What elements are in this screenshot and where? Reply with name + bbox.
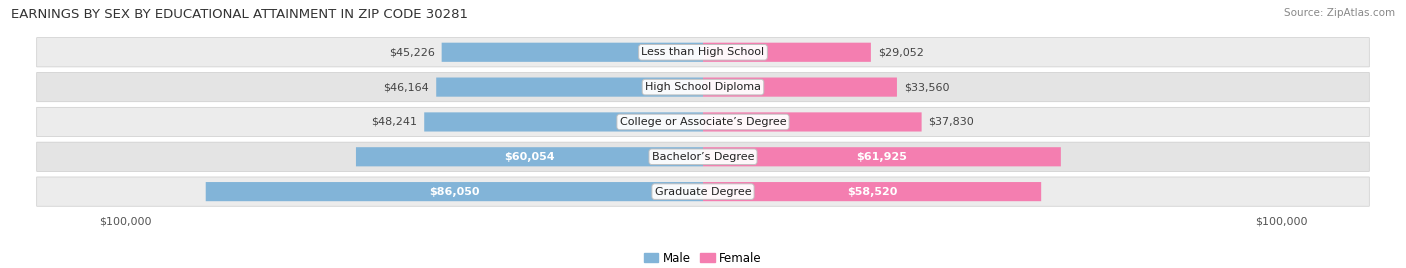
Text: $48,241: $48,241 — [371, 117, 418, 127]
Text: $33,560: $33,560 — [904, 82, 949, 92]
FancyBboxPatch shape — [356, 147, 703, 166]
Text: College or Associate’s Degree: College or Associate’s Degree — [620, 117, 786, 127]
Text: $37,830: $37,830 — [928, 117, 974, 127]
Text: $46,164: $46,164 — [384, 82, 429, 92]
FancyBboxPatch shape — [703, 182, 1042, 201]
FancyBboxPatch shape — [37, 107, 1369, 137]
FancyBboxPatch shape — [37, 72, 1369, 102]
Text: EARNINGS BY SEX BY EDUCATIONAL ATTAINMENT IN ZIP CODE 30281: EARNINGS BY SEX BY EDUCATIONAL ATTAINMEN… — [11, 8, 468, 21]
FancyBboxPatch shape — [37, 177, 1369, 206]
FancyBboxPatch shape — [436, 77, 703, 97]
Text: $60,054: $60,054 — [505, 152, 555, 162]
Text: $86,050: $86,050 — [429, 187, 479, 197]
Text: $45,226: $45,226 — [389, 47, 434, 57]
FancyBboxPatch shape — [37, 38, 1369, 67]
FancyBboxPatch shape — [703, 112, 921, 132]
Text: Graduate Degree: Graduate Degree — [655, 187, 751, 197]
Text: $29,052: $29,052 — [877, 47, 924, 57]
FancyBboxPatch shape — [703, 43, 870, 62]
Text: $61,925: $61,925 — [856, 152, 907, 162]
Text: Bachelor’s Degree: Bachelor’s Degree — [652, 152, 754, 162]
FancyBboxPatch shape — [205, 182, 703, 201]
Text: High School Diploma: High School Diploma — [645, 82, 761, 92]
Text: $58,520: $58,520 — [846, 187, 897, 197]
FancyBboxPatch shape — [37, 142, 1369, 172]
Legend: Male, Female: Male, Female — [640, 247, 766, 268]
FancyBboxPatch shape — [703, 77, 897, 97]
FancyBboxPatch shape — [703, 147, 1062, 166]
Text: Less than High School: Less than High School — [641, 47, 765, 57]
FancyBboxPatch shape — [441, 43, 703, 62]
FancyBboxPatch shape — [425, 112, 703, 132]
Text: Source: ZipAtlas.com: Source: ZipAtlas.com — [1284, 8, 1395, 18]
